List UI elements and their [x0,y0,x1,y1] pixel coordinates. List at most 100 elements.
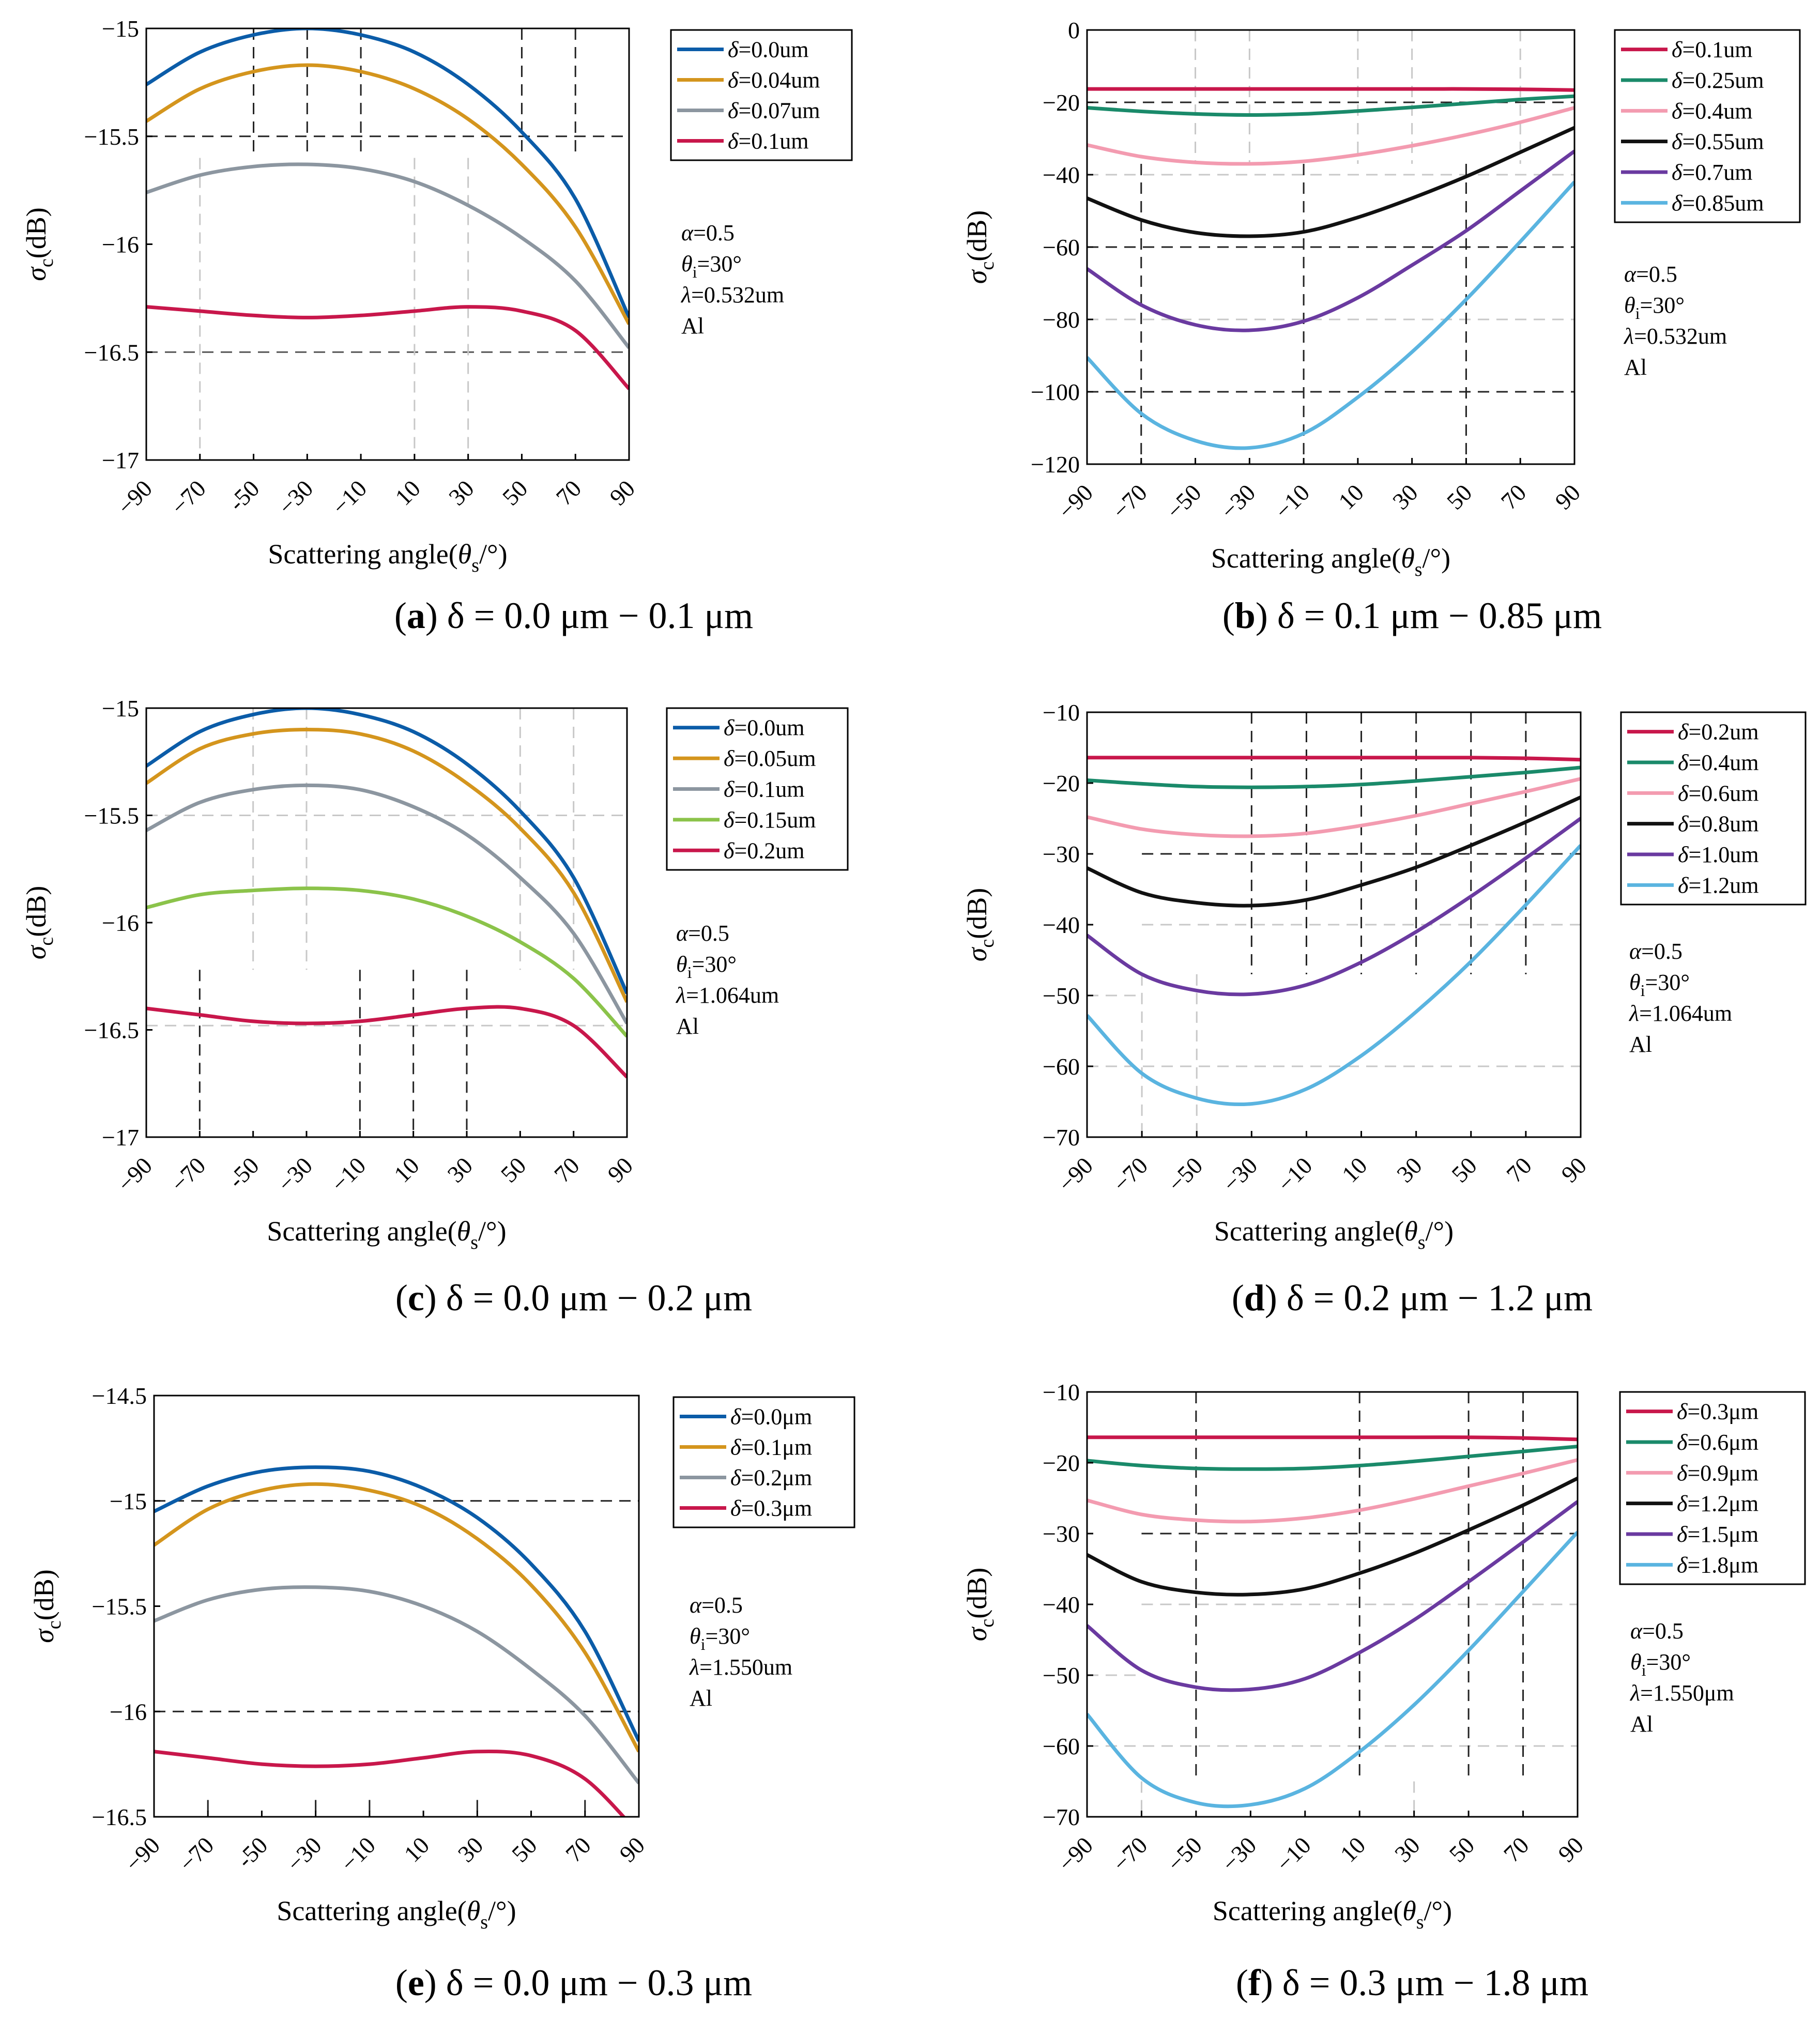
legend-entry: δ=0.55um [1672,129,1764,155]
series-line-4 [146,1005,627,1079]
x-tick-label: 50 [497,475,533,511]
param-annotation: λ=1.064um [1628,1001,1732,1026]
legend-box [672,1396,855,1528]
legend-entry: δ=0.07um [728,98,820,124]
param-value: =1.550μm [1640,1680,1734,1706]
caption-text: δ = 0.2 μm − 1.2 μm [1277,1277,1593,1319]
x-tick-label: 10 [399,1832,435,1867]
y-tick-label: −15.5 [92,1594,147,1620]
param-annotation: λ=0.532um [680,282,784,308]
legend-entry-symbol: δ [1672,98,1683,124]
legend-entry-value: =0.8um [1688,811,1758,837]
x-axis-label-main: Scattering angle( [1213,1895,1402,1926]
x-tick-label: −70 [165,1152,210,1197]
legend-entry-symbol: δ [1672,68,1683,93]
y-axis-label: σc(dB) [21,207,57,281]
series-line-0 [1087,1435,1578,1442]
legend-entry: δ=0.4um [1672,98,1753,124]
series-line-3 [1087,1476,1578,1597]
param-value: =1.064um [1639,1001,1732,1026]
param-value: =30° [1645,970,1690,995]
x-tick-label: −90 [1053,1832,1098,1877]
legend-entry: δ=0.04um [728,68,820,93]
legend-entry-symbol: δ [1677,1522,1688,1547]
legend-entry-value: =0.85um [1682,190,1764,216]
x-tick-label: 90 [614,1832,650,1867]
legend-entry-symbol: δ [724,807,735,833]
series-line-2 [1087,1458,1578,1524]
param-symbol: α [1629,939,1642,964]
caption-letter: a [407,595,425,636]
param-value: =0.5 [1642,1618,1684,1644]
caption-text: δ = 0.3 μm − 1.8 μm [1273,1962,1588,2003]
legend-entry-value: =0.15um [734,807,816,833]
y-tick-label: −17 [102,447,139,473]
caption-letter: d [1244,1277,1265,1319]
param-symbol: λ [1623,324,1634,349]
param-annotation: Al [1630,1711,1653,1737]
series-line-1 [146,63,629,325]
y-tick-label: −100 [1031,379,1080,405]
panel-caption: (c) δ = 0.0 μm − 0.2 μm [395,1277,752,1319]
y-tick-label: −70 [1043,1804,1080,1830]
y-axis-label-sigma: σ [961,1626,992,1641]
param-value: =30° [1646,1649,1691,1675]
y-tick-label: −30 [1043,1521,1080,1547]
panel-caption: (d) δ = 0.2 μm − 1.2 μm [1232,1277,1593,1319]
legend-entry: δ=1.2um [1678,872,1759,898]
y-tick-label: −80 [1043,307,1080,333]
legend-entry-value: =0.6μm [1687,1430,1758,1455]
legend-entry-value: =0.55um [1682,129,1764,155]
x-tick-label: 10 [389,1152,424,1188]
legend-entry-symbol: δ [1672,129,1683,155]
legend-entry: δ=0.0um [724,715,805,741]
series-line-0 [146,28,629,318]
x-axis-label-main: Scattering angle( [277,1895,466,1926]
y-tick-label: −40 [1043,1591,1080,1618]
caption-text: δ = 0.0 μm − 0.2 μm [437,1277,752,1319]
y-axis-label-tail: (dB) [961,1568,992,1619]
param-annotation: Al [681,313,704,339]
param-value: =30° [1640,293,1685,318]
legend-entry: δ=1.5μm [1677,1522,1758,1547]
param-annotation: α=0.5 [1630,1618,1684,1644]
legend-entry-symbol: δ [730,1404,742,1430]
legend-entry: δ=0.2μm [730,1465,812,1491]
caption-paren: ( [1222,595,1235,636]
series-line-2 [146,162,629,349]
panel-caption: (f) δ = 0.3 μm − 1.8 μm [1236,1962,1588,2003]
x-axis-label: Scattering angle(θs/°) [267,1216,506,1253]
x-tick-label: 30 [1391,1152,1427,1188]
y-tick-label: −16 [102,232,139,258]
series-line-3 [146,886,627,1038]
legend-entry-value: =0.07um [738,98,820,124]
series-line-3 [1087,795,1581,908]
legend-entry-symbol: δ [730,1496,742,1521]
series-line-1 [1087,765,1581,789]
x-axis-label-sub: s [480,1911,488,1933]
x-axis-label-theta: θ [467,1895,481,1926]
series-line-1 [1087,94,1574,117]
y-tick-label: −10 [1043,1379,1080,1405]
param-value: =1.064um [686,983,779,1008]
legend-entry-value: =0.1um [734,777,804,802]
legend-box [670,29,853,161]
legend-entry-symbol: δ [730,1465,742,1491]
legend-entry-value: =0.04um [738,68,820,93]
param-annotation: α=0.5 [690,1592,743,1618]
x-tick-label: 70 [1501,1152,1537,1188]
x-tick-label: 10 [1333,479,1369,515]
series-line-4 [1087,1500,1578,1692]
param-symbol: θ [1624,293,1635,318]
series-line-1 [1087,1445,1578,1471]
param-symbol: λ [689,1655,699,1680]
legend-entry-value: =0.1μm [741,1435,812,1460]
caption-paren: ) [1256,595,1268,636]
x-axis-label-main: Scattering angle( [1211,543,1401,574]
x-axis-label: Scattering angle(θs/°) [268,539,507,576]
y-axis-label-sigma: σ [21,266,52,281]
y-axis-label-sigma: σ [961,269,992,284]
caption-paren: ) [424,1962,437,2003]
